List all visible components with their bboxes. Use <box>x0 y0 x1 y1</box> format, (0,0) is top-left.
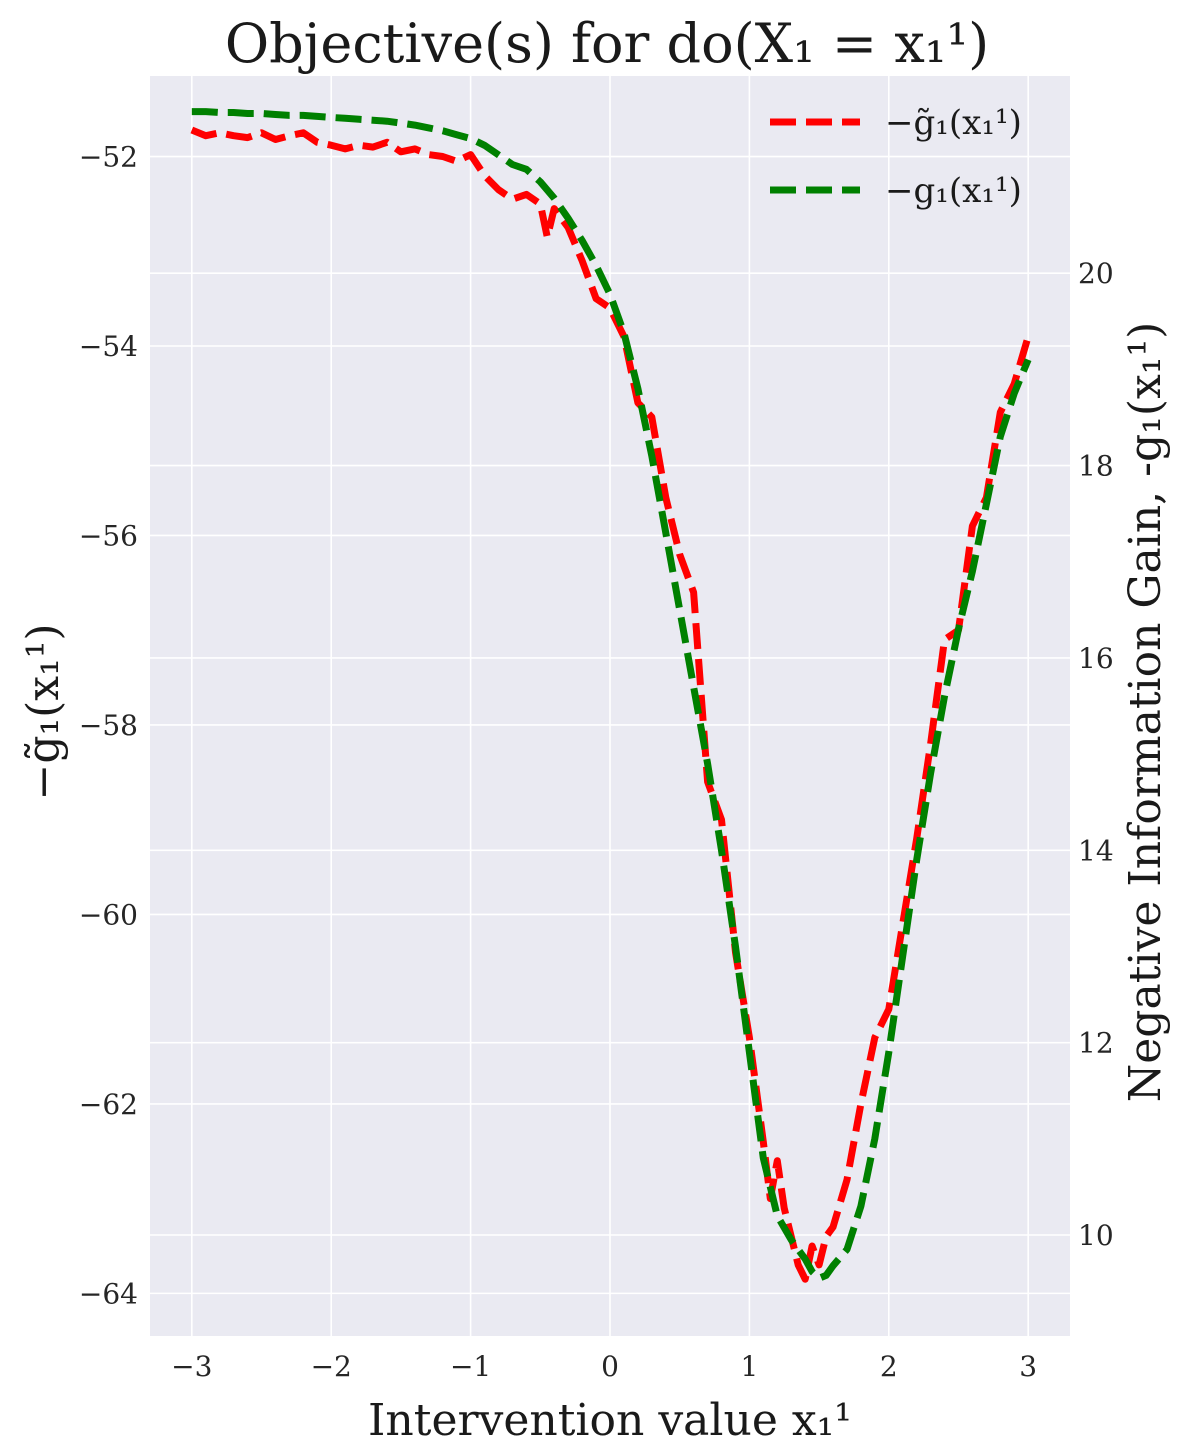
y-left-tick-label: −56 <box>79 519 138 552</box>
x-tick-label: 0 <box>601 1350 619 1383</box>
y-axis-label-left: −g̃₁(x₁¹) <box>18 623 69 800</box>
x-tick-label: −3 <box>171 1350 212 1383</box>
chart-title: Objective(s) for do(X₁ = x₁¹) <box>225 12 989 75</box>
x-tick-label: 3 <box>1019 1350 1037 1383</box>
legend: −g̃₁(x₁¹) −g₁(x₁¹) <box>770 103 1022 211</box>
y-left-tick-label: −64 <box>79 1277 138 1310</box>
series-line-2 <box>191 108 1032 1282</box>
y-left-tick-label: −52 <box>79 141 138 174</box>
y-left-tick-label: −54 <box>79 330 138 363</box>
x-tick-label: 2 <box>880 1350 898 1383</box>
y-right-tick-label: 10 <box>1078 1219 1114 1252</box>
x-axis-label: Intervention value x₁¹ <box>368 1395 852 1446</box>
tick-labels: −3 −2 −1 0 1 2 3−64−62−60−58−56−54−52101214161… <box>79 141 1114 1383</box>
legend-label-series-1: −g̃₁(x₁¹) <box>885 103 1022 143</box>
y-left-tick-label: −62 <box>79 1088 138 1121</box>
y-left-tick-label: −60 <box>79 898 138 931</box>
x-tick-label: 1 <box>740 1350 758 1383</box>
y-right-tick-label: 18 <box>1078 450 1114 483</box>
y-right-tick-label: 16 <box>1078 642 1114 675</box>
series-line-1 <box>190 126 1032 1283</box>
legend-label-series-2: −g₁(x₁¹) <box>885 171 1022 211</box>
grid-lines <box>150 76 1070 1336</box>
y-left-tick-label: −58 <box>79 709 138 742</box>
y-right-tick-label: 12 <box>1078 1027 1114 1060</box>
y-axis-label-right: Negative Information Gain, -g₁(x₁¹) <box>1120 322 1171 1102</box>
y-right-tick-label: 14 <box>1078 834 1114 867</box>
x-tick-label: −2 <box>311 1350 352 1383</box>
series-lines <box>190 108 1032 1283</box>
y-right-tick-label: 20 <box>1078 257 1114 290</box>
x-tick-label: −1 <box>450 1350 491 1383</box>
